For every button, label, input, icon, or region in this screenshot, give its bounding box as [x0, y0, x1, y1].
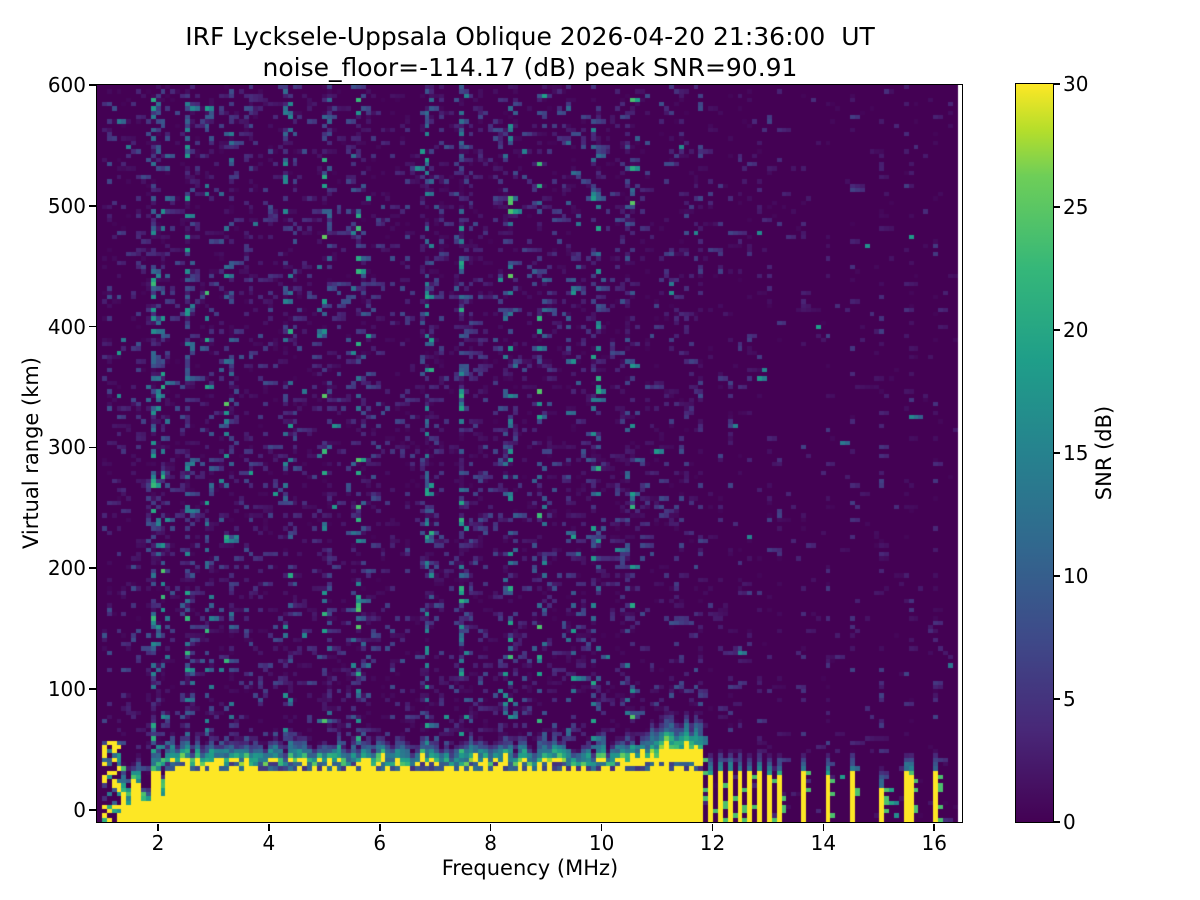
- colorbar-tick-label: 25: [1063, 195, 1089, 219]
- colorbar-tick-mark: [1053, 452, 1060, 454]
- y-tick-mark: [89, 205, 96, 207]
- colorbar-tick-label: 0: [1063, 810, 1076, 834]
- x-tick-label: 4: [262, 831, 276, 855]
- y-tick-mark: [89, 809, 96, 811]
- x-tick-mark: [600, 824, 603, 831]
- x-tick-label: 6: [373, 831, 387, 855]
- y-tick-mark: [89, 84, 96, 86]
- x-tick-mark: [378, 824, 381, 831]
- y-tick-label: 200: [47, 556, 86, 581]
- x-tick-mark: [711, 824, 714, 831]
- x-tick-mark: [489, 824, 492, 831]
- x-tick-label: 16: [921, 831, 947, 855]
- y-tick-label: 600: [47, 73, 86, 97]
- plot-subtitle: noise_floor=-114.17 (dB) peak SNR=90.91: [262, 53, 798, 82]
- x-tick-label: 8: [484, 831, 498, 855]
- y-tick-mark: [89, 325, 96, 328]
- colorbar-tick-label: 15: [1063, 441, 1089, 465]
- plot-area: [96, 84, 963, 823]
- colorbar: [1015, 83, 1054, 823]
- colorbar-tick-mark: [1053, 575, 1060, 577]
- x-tick-label: 10: [588, 831, 615, 855]
- y-tick-mark: [89, 688, 96, 690]
- y-tick-label: 0: [73, 797, 86, 822]
- x-tick-mark: [822, 824, 825, 831]
- colorbar-tick-mark: [1053, 698, 1060, 700]
- colorbar-tick-label: 30: [1063, 72, 1089, 96]
- x-tick-mark: [933, 824, 936, 831]
- colorbar-tick-mark: [1053, 83, 1060, 85]
- colorbar-tick-mark: [1053, 821, 1060, 823]
- snr-heatmap: [97, 85, 962, 822]
- colorbar-tick-label: 20: [1063, 318, 1089, 342]
- y-tick-mark: [89, 567, 96, 570]
- colorbar-tick-mark: [1053, 206, 1060, 208]
- x-tick-label: 14: [810, 831, 837, 855]
- x-tick-mark: [157, 824, 159, 831]
- y-tick-label: 400: [47, 314, 86, 339]
- x-tick-label: 2: [151, 831, 165, 855]
- x-tick-mark: [268, 824, 270, 831]
- x-axis-label: Frequency (MHz): [441, 856, 619, 880]
- colorbar-tick-label: 5: [1063, 687, 1076, 711]
- y-tick-label: 500: [47, 193, 86, 218]
- y-tick-label: 300: [47, 435, 86, 460]
- colorbar-tick-label: 10: [1063, 564, 1089, 588]
- plot-title: IRF Lycksele-Uppsala Oblique 2026-04-20 …: [185, 22, 875, 51]
- y-tick-mark: [89, 446, 96, 449]
- colorbar-tick-mark: [1053, 329, 1060, 331]
- x-tick-label: 12: [699, 831, 726, 855]
- y-tick-label: 100: [47, 677, 86, 702]
